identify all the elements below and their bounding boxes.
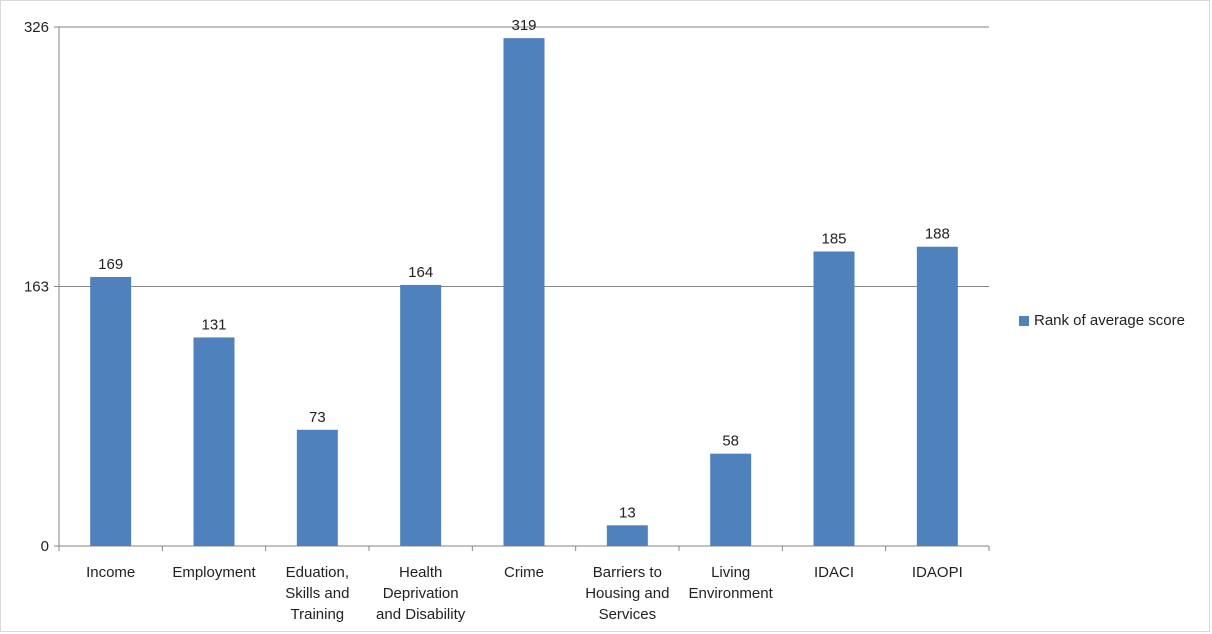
bar [400, 284, 442, 546]
x-tick-label: Barriers to Housing and Services [585, 564, 669, 623]
bar [813, 251, 855, 546]
bar [193, 337, 235, 546]
x-tick-label: Eduation, Skills and Training [285, 564, 349, 623]
bar [90, 276, 132, 546]
data-label: 185 [821, 230, 846, 247]
bar [710, 453, 752, 546]
data-label: 169 [98, 256, 123, 273]
legend-label: Rank of average score [1034, 312, 1185, 329]
x-tick-label: Employment [172, 564, 256, 581]
data-label: 188 [925, 226, 950, 243]
data-label: 73 [309, 409, 326, 426]
data-label: 164 [408, 264, 433, 281]
y-tick-label: 326 [24, 19, 49, 36]
bar [916, 246, 958, 546]
x-tick-label: IDACI [814, 564, 854, 581]
data-label: 319 [511, 17, 536, 34]
x-tick-label: Living Environment [689, 564, 774, 602]
data-label: 131 [201, 316, 226, 333]
y-tick-label: 0 [41, 538, 49, 555]
legend: Rank of average score [1019, 312, 1185, 329]
data-label: 13 [619, 504, 636, 521]
x-tick-label: Income [86, 564, 135, 581]
bar [503, 38, 545, 547]
x-tick-label: Crime [504, 564, 544, 581]
x-tick-label: Health Deprivation and Disability [376, 564, 466, 623]
x-tick-label: IDAOPI [912, 564, 963, 581]
bar [296, 429, 338, 546]
legend-swatch [1019, 315, 1029, 326]
y-tick-label: 163 [24, 279, 49, 296]
bar [606, 525, 648, 546]
data-label: 58 [722, 433, 739, 450]
